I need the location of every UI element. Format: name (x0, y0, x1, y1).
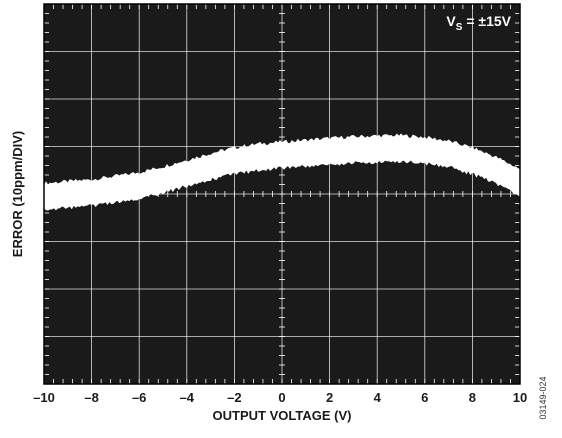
x-tick-label: 8 (469, 390, 476, 405)
minor-ticks (43, 3, 521, 385)
x-tick-label: –4 (180, 390, 195, 405)
x-tick-label: 10 (513, 390, 527, 405)
supply-voltage-annotation: VS = ±15V (446, 13, 511, 33)
plot-frame (43, 3, 521, 385)
x-tick-label: 2 (326, 390, 333, 405)
annotation-main: V (446, 13, 456, 29)
x-tick-labels: –10 –8 –6 –4 –2 0 2 4 6 8 10 (33, 390, 527, 405)
x-tick-label: 0 (278, 390, 285, 405)
x-tick-label: 6 (421, 390, 428, 405)
x-tick-label: –10 (33, 390, 55, 405)
y-axis-title: ERROR (10ppm/DIV) (10, 131, 25, 257)
x-tick-label: –8 (84, 390, 98, 405)
x-tick-label: 4 (374, 390, 382, 405)
x-tick-label: –2 (227, 390, 241, 405)
x-tick-label: –6 (132, 390, 146, 405)
annotation-subscript: S (456, 22, 463, 33)
annotation-rest: = ±15V (462, 13, 511, 29)
figure-id: 03149-024 (538, 376, 548, 419)
x-axis-title: OUTPUT VOLTAGE (V) (213, 408, 352, 423)
